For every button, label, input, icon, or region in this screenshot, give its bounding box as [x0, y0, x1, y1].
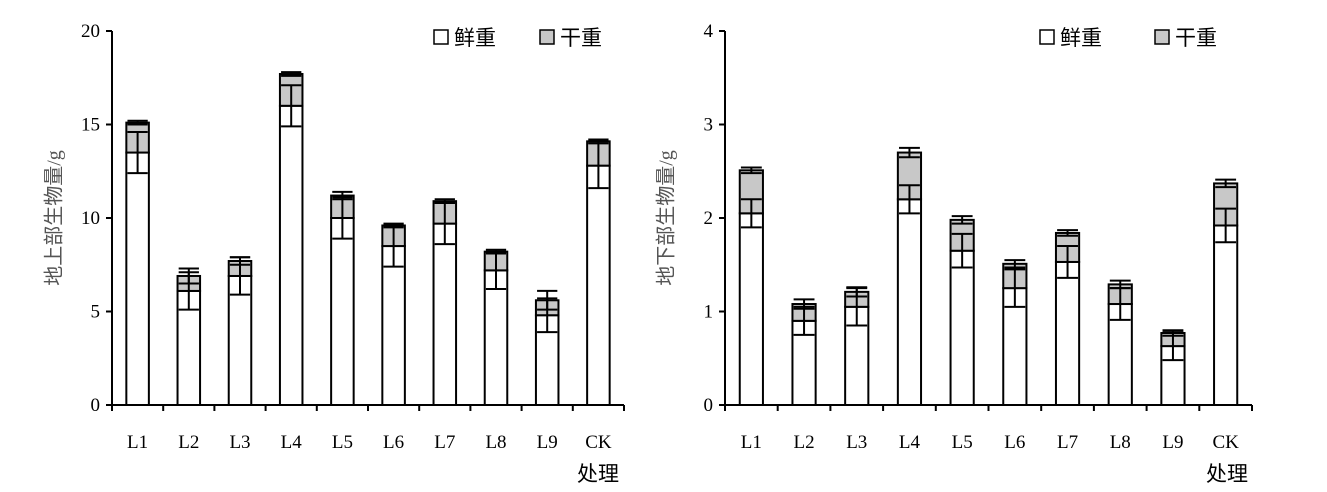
- x-tick-label: L3: [229, 432, 250, 453]
- bar-fresh-L7: [1054, 260, 1081, 406]
- legend-swatch-fresh: [1039, 29, 1055, 45]
- legend: 鲜重 干重: [433, 26, 602, 50]
- y-tick-label: 1: [704, 302, 714, 323]
- x-tick-label: L7: [434, 432, 455, 453]
- y-tick-label: 3: [704, 115, 714, 136]
- y-tick-label: 15: [81, 115, 100, 136]
- legend-label-dry: 干重: [560, 26, 602, 50]
- x-tick-label: L3: [846, 432, 867, 453]
- y-axis-label: 地上部生物量/g: [43, 150, 66, 286]
- x-tick-label: L8: [1110, 432, 1131, 453]
- bar-fresh-L7: [432, 222, 458, 406]
- y-tick-label: 4: [704, 21, 714, 42]
- bar-fresh-L1: [125, 151, 150, 406]
- chart-aboveground-biomass: 地上部生物量/g 处理 鲜重 干重 0 5 10 15 20 L1 L2 L3 L4 L5 L6 L7…: [43, 21, 625, 486]
- legend-swatch-dry: [1154, 29, 1170, 45]
- y-axis-label: 地下部生物量/g: [655, 150, 678, 286]
- bar-fresh-CK: [1213, 224, 1239, 406]
- bar-fresh-L5: [330, 217, 355, 406]
- x-tick-label: L1: [127, 432, 148, 453]
- legend-swatch-fresh: [433, 29, 449, 45]
- x-tick-label: L5: [332, 432, 353, 453]
- bar-fresh-CK: [586, 164, 611, 406]
- y-tick-label: 0: [91, 395, 101, 416]
- bar-fresh-L6: [381, 245, 406, 406]
- bar-fresh-L1: [738, 212, 764, 406]
- x-tick-label: L2: [793, 432, 814, 453]
- x-tick-label: L8: [485, 432, 506, 453]
- legend-swatch-dry: [539, 29, 555, 45]
- legend: 鲜重 干重: [1039, 26, 1217, 50]
- x-tick-label: L9: [537, 432, 558, 453]
- y-tick-label: 2: [704, 208, 714, 229]
- x-axis-title: 处理: [1206, 462, 1248, 486]
- x-tick-label: L5: [952, 432, 973, 453]
- y-tick-label: 0: [704, 395, 714, 416]
- x-tick-label: L6: [1004, 432, 1025, 453]
- x-tick-label: L4: [899, 432, 921, 453]
- x-tick-label: L2: [178, 432, 199, 453]
- chart-belowground-biomass: 地下部生物量/g 处理 鲜重 干重 0 1 2 3 4 L1 L2 L3 L4 L5 L6 L7 L8 L…: [655, 21, 1253, 486]
- bar-fresh-L4: [896, 198, 923, 406]
- legend-label-fresh: 鲜重: [454, 26, 496, 50]
- bar-fresh-L4: [278, 104, 304, 407]
- legend-label-dry: 干重: [1175, 26, 1217, 50]
- bar-fresh-L5: [949, 249, 975, 406]
- y-tick-label: 20: [81, 21, 100, 42]
- y-tick-label: 10: [81, 208, 100, 229]
- x-tick-label: L4: [281, 432, 303, 453]
- x-tick-label: CK: [585, 432, 612, 453]
- bar-fresh-L8: [483, 269, 509, 406]
- x-tick-label: L6: [383, 432, 404, 453]
- x-tick-label: L9: [1162, 432, 1183, 453]
- legend-label-fresh: 鲜重: [1060, 26, 1102, 50]
- x-axis-title: 处理: [577, 462, 619, 486]
- y-tick-label: 5: [91, 302, 101, 323]
- x-tick-label: L1: [741, 432, 762, 453]
- x-tick-label: CK: [1212, 432, 1239, 453]
- x-tick-label: L7: [1057, 432, 1078, 453]
